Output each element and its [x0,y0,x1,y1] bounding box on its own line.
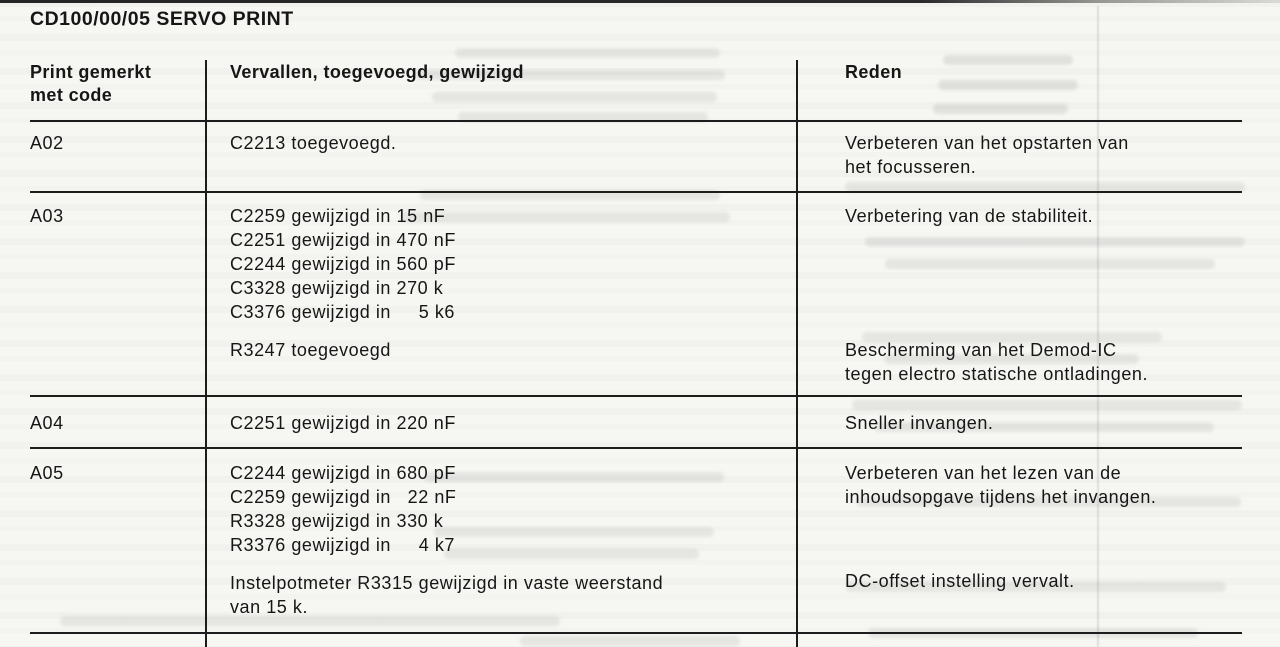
bleedthrough-smudge [852,400,1242,410]
table-row-rule [30,632,1242,634]
bleedthrough-smudge [885,259,1215,269]
row-reason: DC-offset instelling vervalt. [845,571,1075,591]
table-vertical-rule-2 [796,60,798,647]
row-reason: Verbetering van de stabiliteit. [845,206,1094,226]
row-changes: C2259 gewijzigd in 15 nF C2251 gewijzigd… [230,206,456,322]
row-reason: Verbeteren van het lezen van de inhoudso… [845,463,1157,507]
row-changes: C2244 gewijzigd in 680 pF C2259 gewijzig… [230,463,457,555]
page-title: CD100/00/05 SERVO PRINT [30,8,294,30]
row-code: A02 [30,133,64,153]
row-code: A03 [30,206,64,226]
bleedthrough-smudge [933,104,1068,114]
bleedthrough-vertical-rule [1097,6,1099,647]
bleedthrough-smudge [432,92,717,102]
table-header-rule [30,120,1242,122]
scan-top-edge [0,0,1280,3]
table-row-rule [30,191,1242,193]
row-changes: R3247 toegevoegd [230,340,391,360]
row-code: A05 [30,463,64,483]
row-code: A04 [30,413,64,433]
table-row-rule [30,447,1242,449]
column-header-changes: Vervallen, toegevoegd, gewijzigd [230,62,524,82]
column-header-reason: Reden [845,62,903,82]
column-header-print-code: Print gemerkt met code [30,62,152,105]
bleedthrough-smudge [455,48,720,58]
bleedthrough-smudge [520,636,740,646]
row-changes: C2213 toegevoegd. [230,133,397,153]
row-reason: Bescherming van het Demod-IC tegen elect… [845,340,1148,384]
table-row-rule [30,395,1242,397]
row-changes: Instelpotmeter R3315 gewijzigd in vaste … [230,573,664,617]
row-reason: Sneller invangen. [845,413,994,433]
bleedthrough-smudge [865,237,1245,247]
row-changes: C2251 gewijzigd in 220 nF [230,413,456,433]
table-vertical-rule-1 [205,60,207,647]
row-reason: Verbeteren van het opstarten van het foc… [845,133,1129,177]
